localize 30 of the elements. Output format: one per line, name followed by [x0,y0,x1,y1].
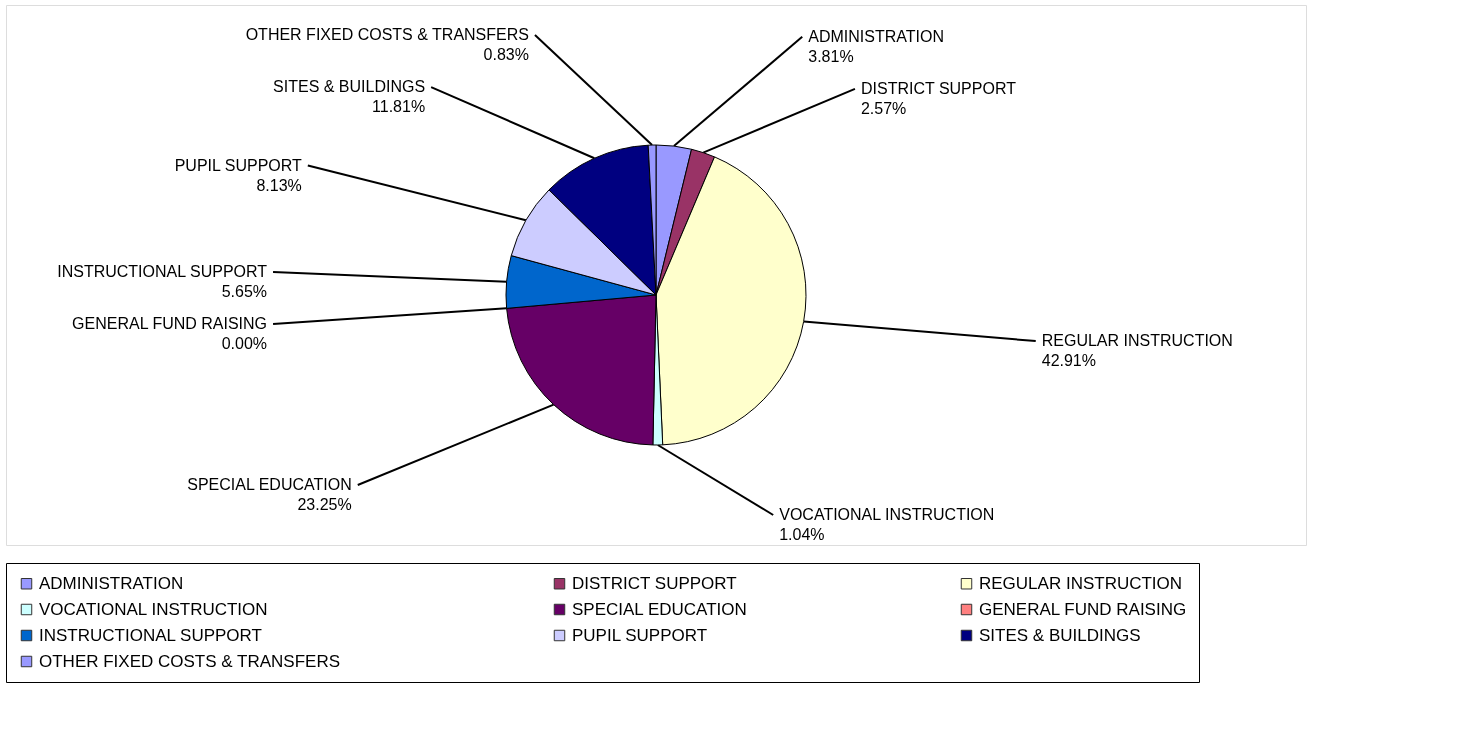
legend-label: ADMINISTRATION [39,573,184,593]
slice-label: VOCATIONAL INSTRUCTION [779,506,995,523]
legend-label: OTHER FIXED COSTS & TRANSFERS [39,651,341,671]
category-label: GENERAL FUND RAISING [72,315,268,333]
data-label: 11.81% [372,98,426,116]
data-label: 0.83% [483,46,529,64]
data-label: 3.81% [808,47,854,65]
slice-label: OTHER FIXED COSTS & TRANSFERS [245,26,529,44]
data-label: 5.65% [221,283,268,301]
text: 0.00% [221,335,268,353]
legend-label: DISTRICT SUPPORT [572,573,737,593]
legend-label: PUPIL SUPPORT [572,625,708,645]
legend-label: REGULAR INSTRUCTION [979,573,1183,593]
legend-label: VOCATIONAL INSTRUCTION [39,599,268,619]
data-label: 42.91% [1041,352,1096,370]
legend-label: GENERAL FUND RAISING [979,599,1187,619]
legend-label: INSTRUCTIONAL SUPPORT [39,625,262,645]
slice-label: REGULAR INSTRUCTION [1041,332,1233,350]
slice-label: INSTRUCTIONAL SUPPORT [57,263,268,281]
data-label: 1.04% [779,526,825,543]
legend-label: SITES & BUILDINGS [979,625,1141,645]
data-label: 23.25% [297,496,352,514]
data-label: 8.13% [256,176,302,194]
legend-label: SPECIAL EDUCATION [572,599,747,619]
slice-label: SITES & BUILDINGS [273,78,426,96]
data-label: 2.57% [860,99,907,117]
slice-label: SPECIAL EDUCATION [187,476,352,494]
slice-label: ADMINISTRATION [808,27,944,45]
slice-label: DISTRICT SUPPORT [860,79,1017,97]
slice-label: PUPIL SUPPORT [174,156,303,174]
